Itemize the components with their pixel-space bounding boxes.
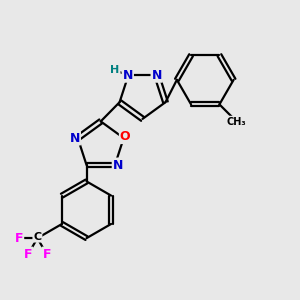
- Text: N: N: [113, 158, 123, 172]
- Text: H: H: [110, 65, 120, 75]
- Text: N: N: [152, 69, 162, 82]
- Text: F: F: [42, 248, 51, 261]
- Text: CH₃: CH₃: [227, 117, 246, 127]
- Text: C: C: [33, 232, 41, 242]
- Text: F: F: [15, 232, 23, 244]
- Text: O: O: [120, 130, 130, 143]
- Text: N: N: [123, 69, 133, 82]
- Text: F: F: [24, 248, 32, 261]
- Text: N: N: [70, 132, 80, 145]
